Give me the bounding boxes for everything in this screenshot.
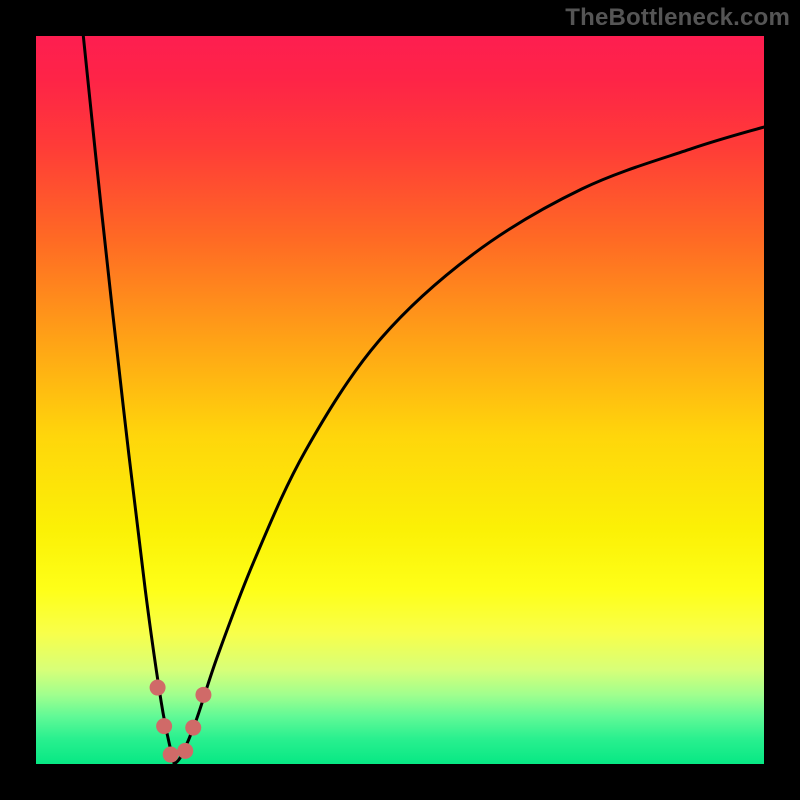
data-marker: [150, 680, 166, 696]
chart-svg: [36, 36, 764, 764]
data-marker: [195, 687, 211, 703]
plot-background: [36, 36, 764, 764]
watermark-text: TheBottleneck.com: [565, 4, 790, 32]
data-marker: [163, 747, 179, 763]
data-marker: [185, 720, 201, 736]
data-marker: [177, 743, 193, 759]
data-marker: [156, 718, 172, 734]
bottleneck-chart: [36, 36, 764, 764]
